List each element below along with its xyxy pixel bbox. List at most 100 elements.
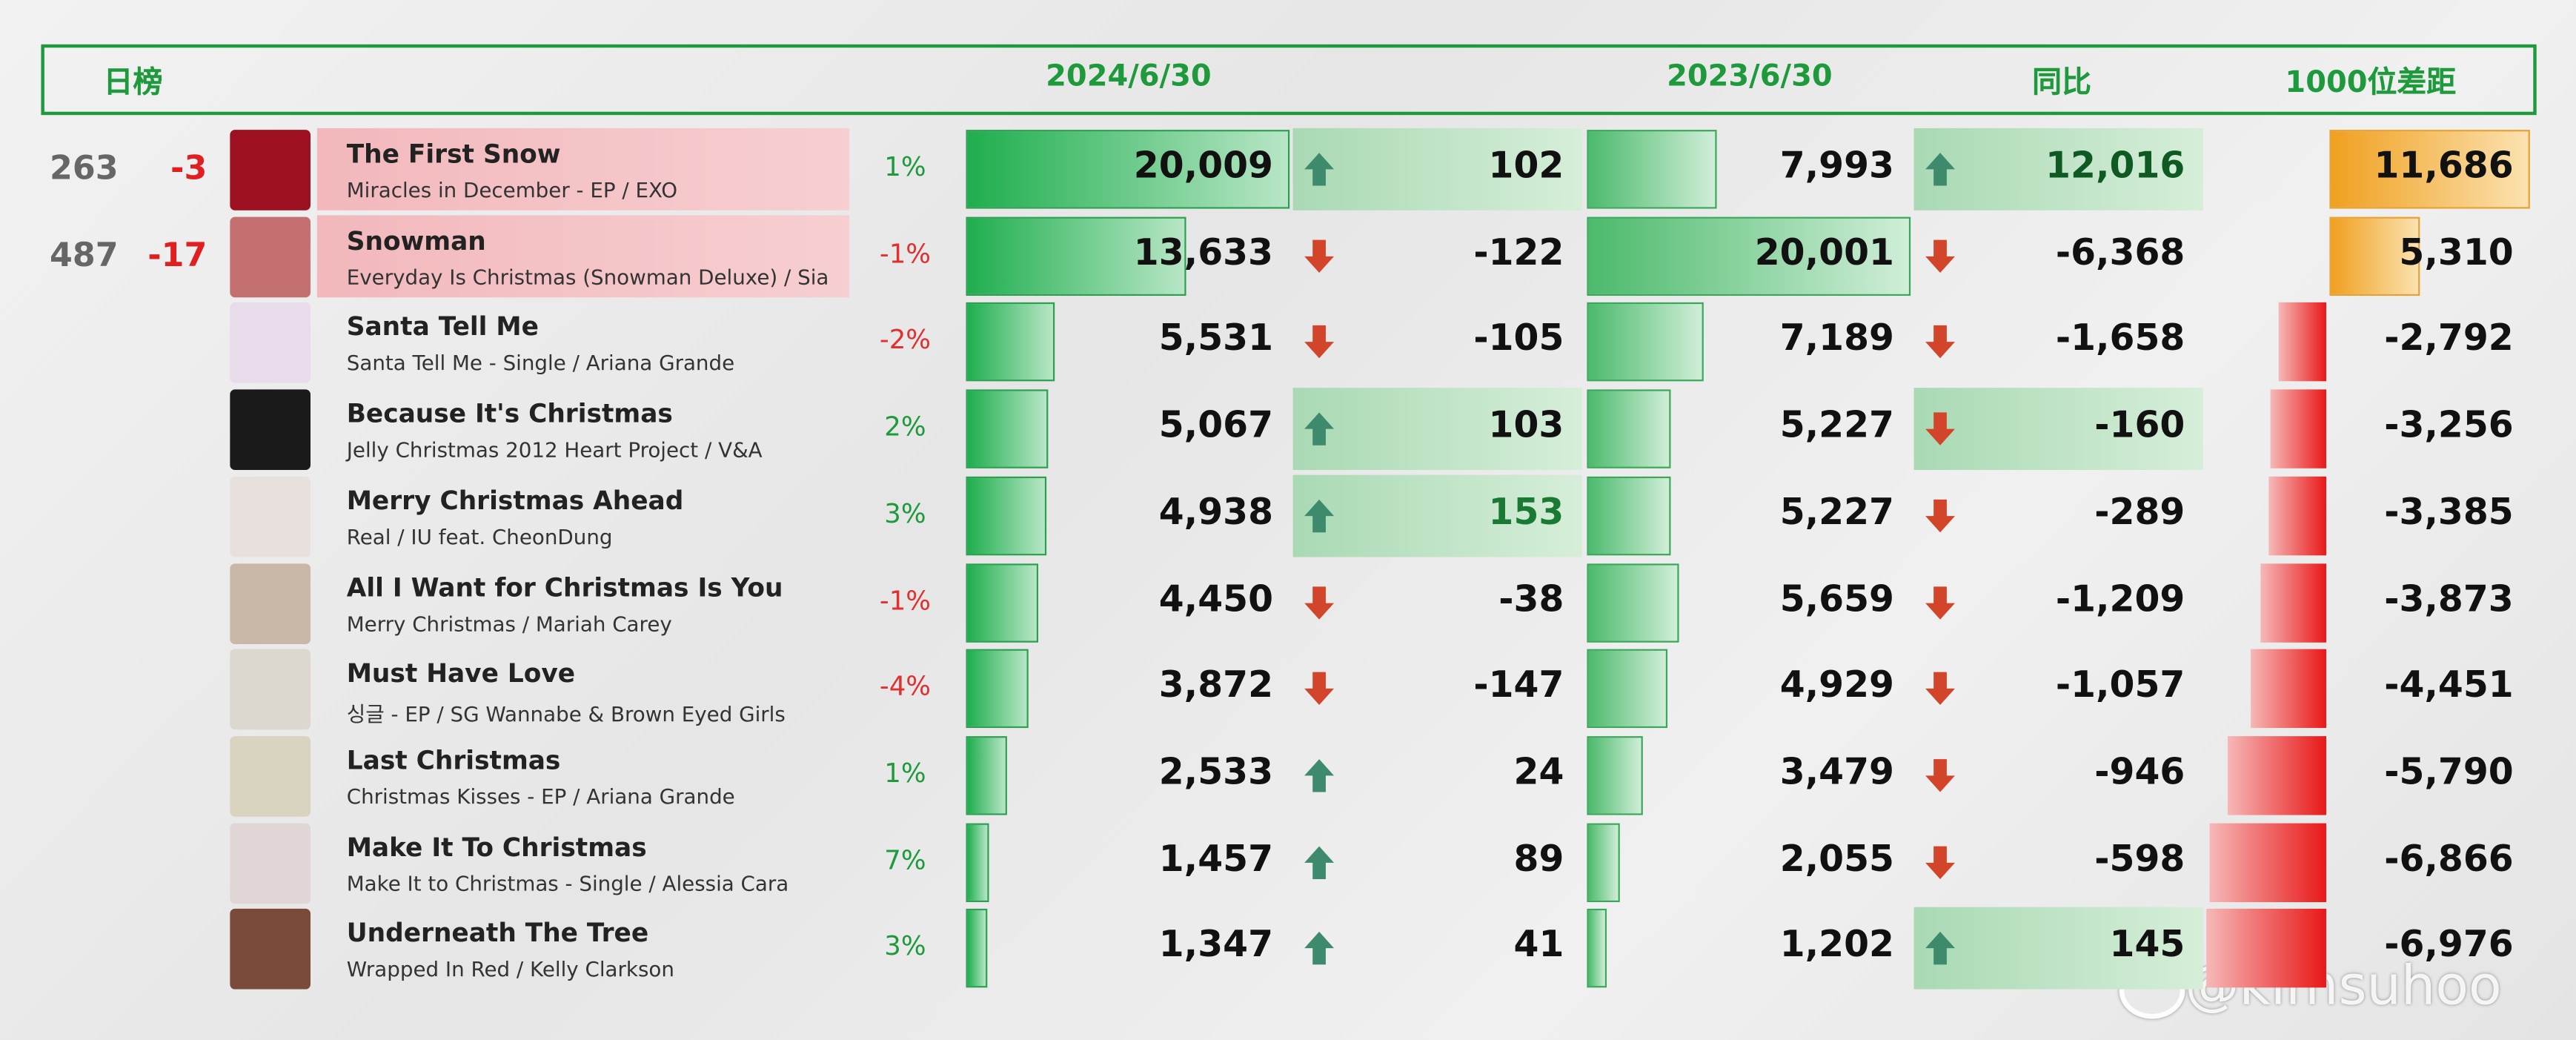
cover — [230, 389, 311, 471]
song-title: Snowman — [346, 226, 486, 256]
cover — [230, 909, 311, 990]
yoy: 145 — [2109, 925, 2185, 967]
change-2024: -122 — [1473, 233, 1564, 274]
plays-2024: 5,067 — [1158, 405, 1274, 448]
bar-2024 — [966, 649, 1029, 729]
bar-2023 — [1587, 735, 1644, 815]
arrow-icon — [1925, 845, 1955, 879]
plays-2023: 5,227 — [1779, 405, 1894, 448]
bar-2024 — [966, 909, 988, 988]
plays-2024: 5,531 — [1158, 319, 1274, 361]
change-2024: -38 — [1498, 579, 1564, 620]
song-subtitle: Merry Christmas / Mariah Carey — [346, 610, 672, 635]
arrow-icon — [1925, 153, 1955, 186]
bar-gap — [2329, 130, 2529, 209]
yoy: -598 — [2094, 838, 2185, 881]
gap-1000: -3,385 — [2384, 492, 2514, 534]
cover — [230, 216, 311, 297]
gap-1000: 5,310 — [2399, 233, 2514, 274]
plays-2023: 5,227 — [1779, 492, 1894, 534]
plays-2023: 4,929 — [1779, 666, 1894, 707]
plays-2023: 2,055 — [1779, 838, 1894, 881]
rank-change: -3 — [170, 148, 208, 188]
song-title: Merry Christmas Ahead — [346, 486, 684, 516]
cover — [230, 822, 311, 904]
bar-2024 — [966, 130, 1290, 209]
row-highlight — [316, 214, 850, 297]
yoy-highlight — [1913, 388, 2203, 471]
arrow-icon — [1925, 932, 1955, 965]
arrow-down — [1303, 322, 1335, 362]
arrow-down — [1924, 322, 1956, 362]
yoy: -1,209 — [2055, 579, 2185, 620]
change-2024: 89 — [1513, 838, 1564, 881]
song-title: All I Want for Christmas Is You — [346, 572, 783, 603]
arrow-icon — [1925, 758, 1955, 792]
rank-change: -17 — [147, 234, 208, 274]
bar-2024 — [966, 735, 1007, 815]
gap-1000: -2,792 — [2384, 319, 2514, 361]
bar-gap — [2329, 216, 2420, 296]
arrow-up — [1924, 929, 1956, 968]
gap-1000: -5,790 — [2384, 752, 2514, 794]
change-2024: 41 — [1513, 925, 1564, 967]
change-highlight — [1292, 474, 1582, 557]
arrow-up — [1303, 842, 1335, 881]
bar-2023 — [1587, 649, 1667, 729]
header-gap: 1000位差距 — [2285, 65, 2457, 101]
change-2024: 103 — [1488, 405, 1564, 448]
arrow-down — [1303, 236, 1335, 276]
change-2024: 153 — [1488, 492, 1564, 534]
arrow-icon — [1925, 586, 1955, 619]
plays-2023: 7,993 — [1779, 146, 1894, 188]
share: -1% — [879, 584, 931, 616]
share: 3% — [884, 930, 926, 962]
bar-gap — [2227, 735, 2326, 815]
bar-gap — [2208, 822, 2326, 902]
cover — [230, 649, 311, 730]
arrow-icon — [1925, 412, 1955, 446]
bar-2024 — [966, 216, 1187, 296]
bar-2023 — [1587, 130, 1716, 209]
arrow-icon — [1304, 932, 1335, 965]
cover — [230, 130, 311, 211]
plays-2024: 1,457 — [1158, 838, 1274, 881]
plays-2023: 7,189 — [1779, 319, 1894, 361]
header-title: 日榜 — [103, 65, 163, 101]
header-date-2024: 2024/6/30 — [1046, 59, 1212, 94]
bar-gap — [2268, 476, 2326, 555]
arrow-icon — [1925, 325, 1955, 360]
arrow-down — [1924, 842, 1956, 881]
bar-gap — [2260, 563, 2326, 642]
change-2024: -147 — [1473, 666, 1564, 707]
arrow-up — [1303, 409, 1335, 448]
bar-2023 — [1587, 563, 1679, 642]
change-2024: 102 — [1488, 146, 1564, 188]
bar-gap — [2278, 302, 2326, 382]
arrow-up — [1924, 150, 1956, 189]
arrow-icon — [1925, 499, 1955, 532]
arrow-down — [1924, 409, 1956, 448]
arrow-up — [1303, 929, 1335, 968]
arrow-down — [1924, 496, 1956, 535]
plays-2024: 3,872 — [1158, 666, 1274, 707]
header-date-2023: 2023/6/30 — [1667, 59, 1833, 94]
arrow-icon — [1304, 845, 1335, 879]
share: -4% — [879, 670, 931, 702]
rank: 487 — [50, 234, 119, 274]
bar-2024 — [966, 476, 1046, 555]
arrow-icon — [1925, 672, 1955, 706]
song-subtitle: 싱글 - EP / SG Wannabe & Brown Eyed Girls — [346, 701, 786, 727]
song-subtitle: Make It to Christmas - Single / Alessia … — [346, 870, 789, 895]
plays-2024: 20,009 — [1133, 146, 1274, 188]
bar-2024 — [966, 302, 1056, 382]
plays-2024: 4,938 — [1158, 492, 1274, 534]
song-title: Last Christmas — [346, 746, 561, 776]
bar-2023 — [1587, 302, 1704, 382]
plays-2023: 5,659 — [1779, 579, 1894, 620]
bar-2024 — [966, 563, 1038, 642]
song-title: Must Have Love — [346, 659, 576, 689]
song-subtitle: Christmas Kisses - EP / Ariana Grande — [346, 784, 735, 809]
song-title: Make It To Christmas — [346, 832, 647, 862]
